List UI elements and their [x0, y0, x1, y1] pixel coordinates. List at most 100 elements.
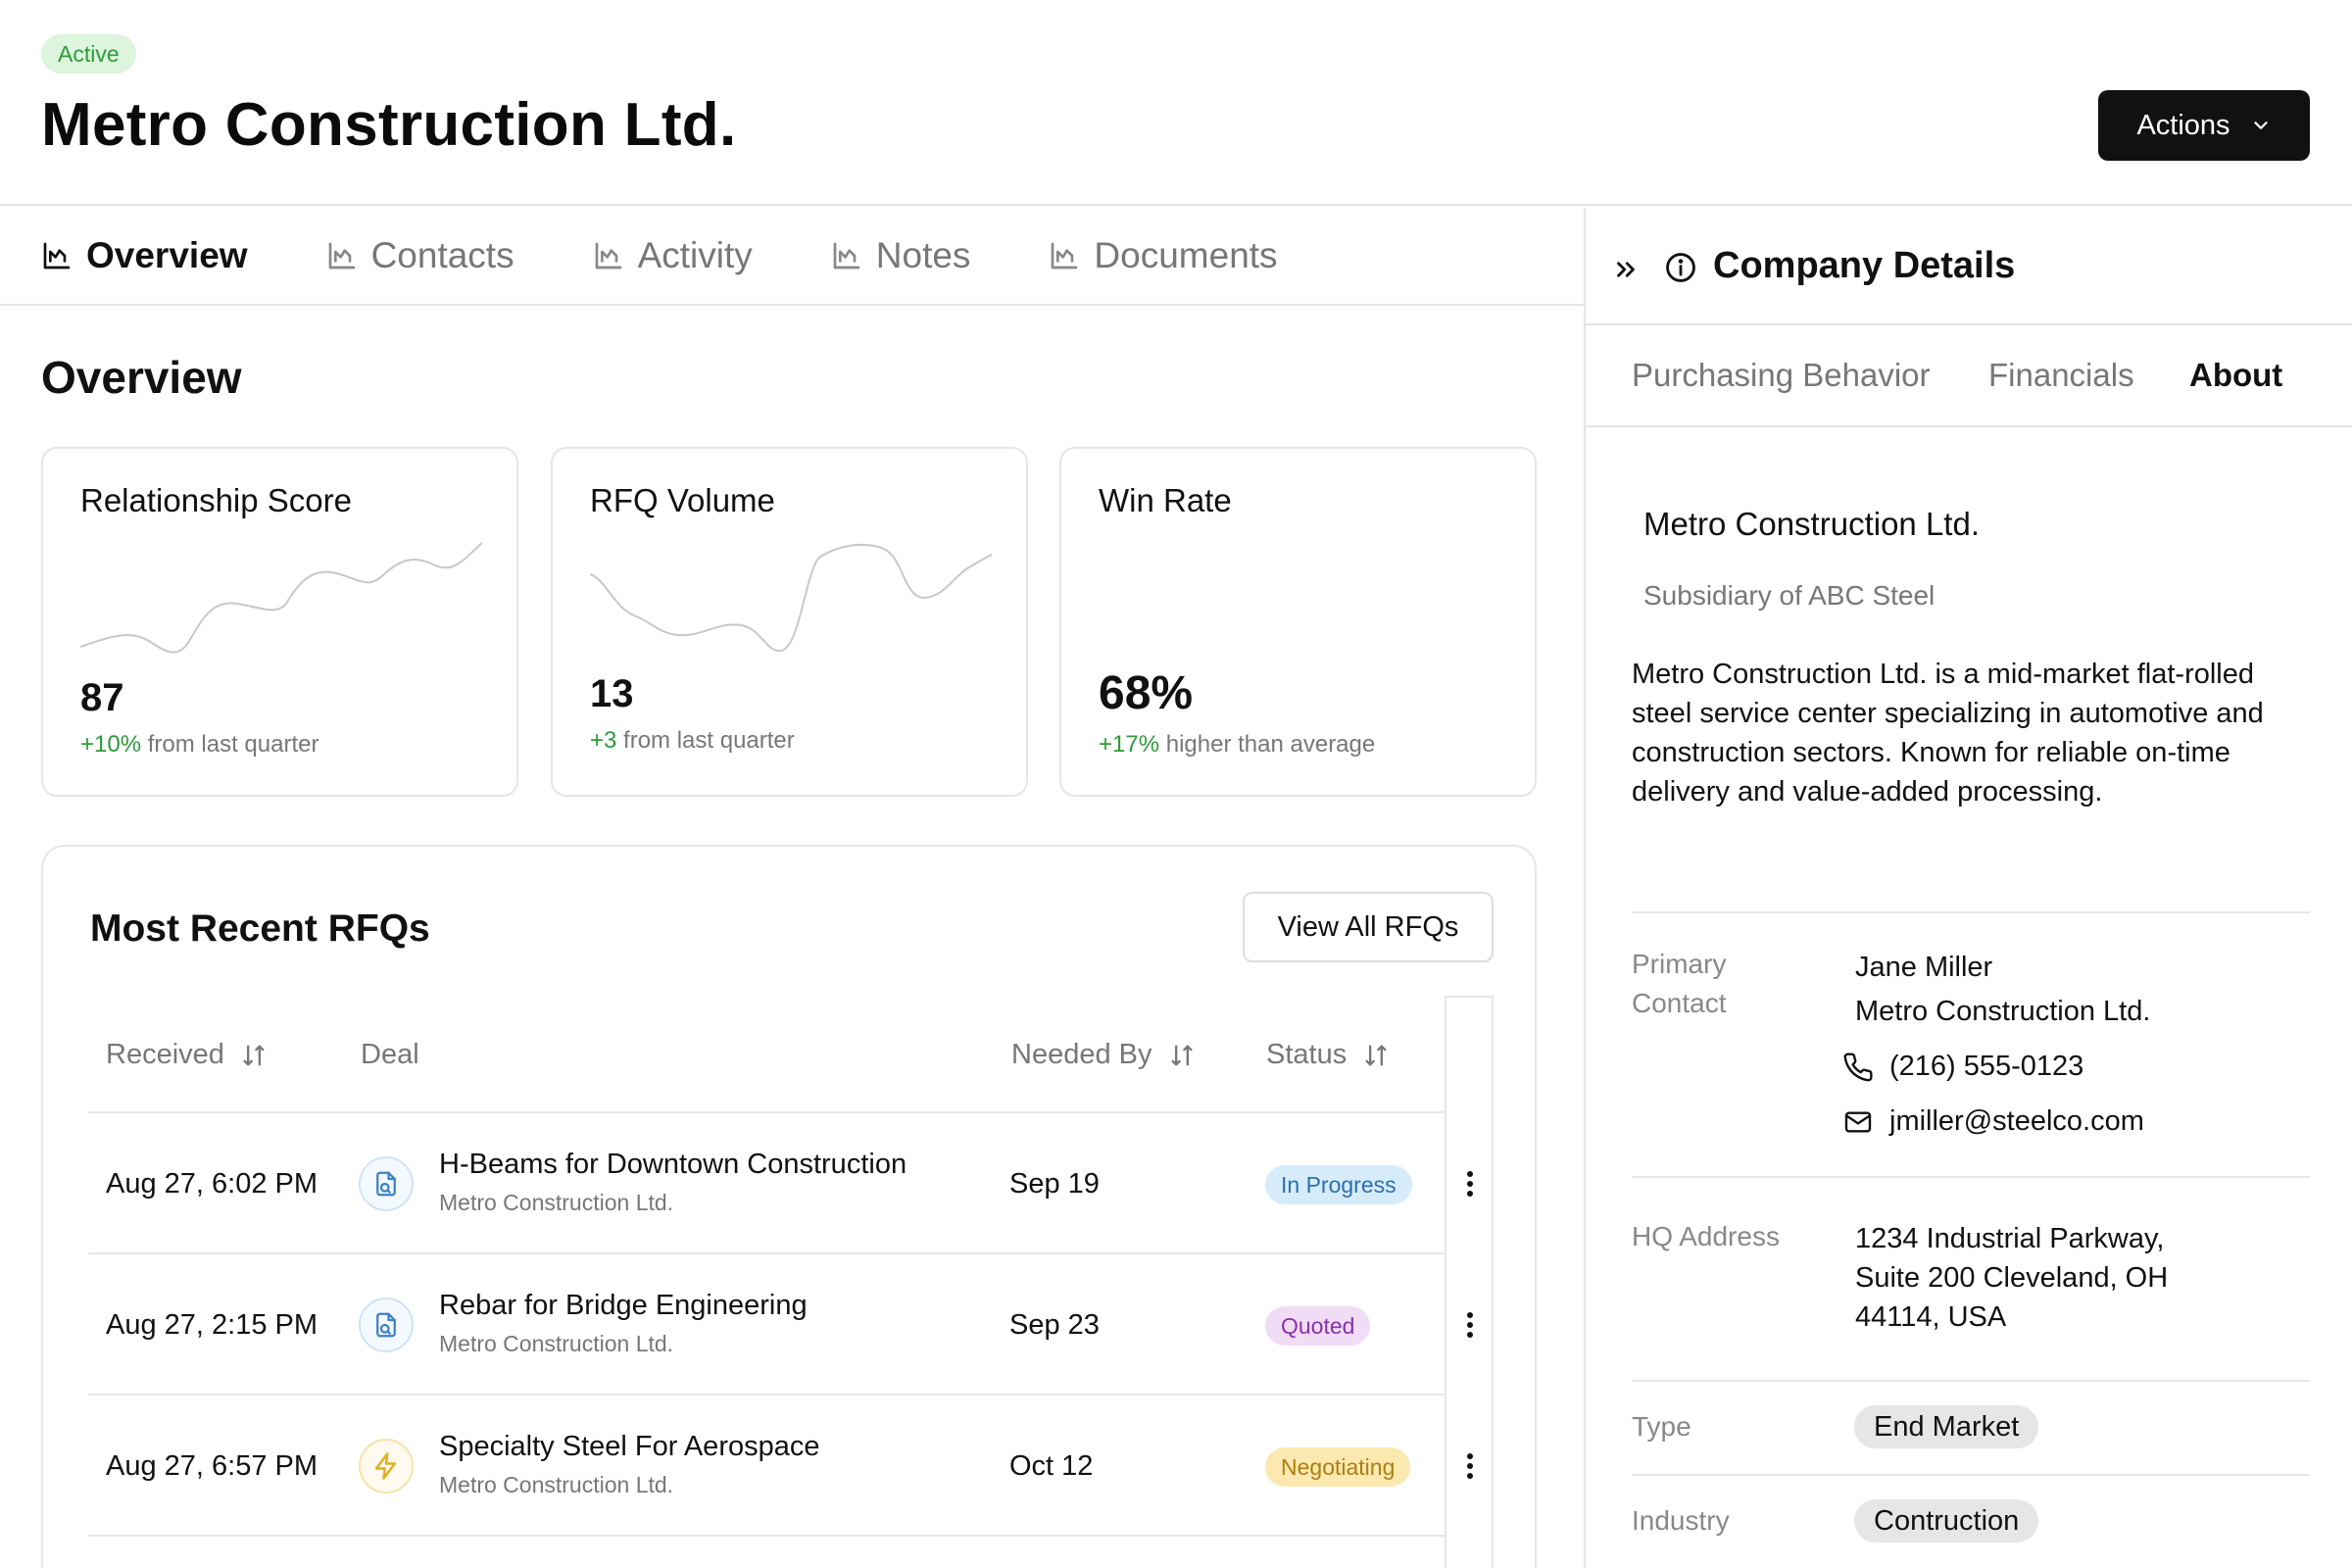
tab-label: Overview [86, 235, 248, 275]
needed-by-cell: Sep 23 [1009, 1309, 1100, 1341]
column-header-deal: Deal [361, 1039, 419, 1071]
sort-icon [243, 1045, 265, 1065]
table-divider [88, 1111, 1446, 1113]
panel-title: Company Details [1713, 245, 2016, 286]
deal-title[interactable]: Rebar for Bridge Engineering [439, 1290, 808, 1321]
deal-title[interactable]: Specialty Steel For Aerospace [439, 1431, 820, 1462]
more-vertical-icon [1467, 1171, 1473, 1197]
chart-icon [328, 242, 355, 270]
panel-divider [1584, 208, 1586, 1568]
tab-about[interactable]: About [2189, 357, 2283, 393]
metric-card-rfq-volume: RFQ Volume 13 +3 from last quarter [551, 447, 1028, 797]
mail-icon [1844, 1110, 1872, 1133]
deal-type-badge [359, 1439, 414, 1494]
chevron-down-icon [2253, 122, 2268, 129]
chart-icon [1052, 242, 1078, 270]
table-divider [88, 1394, 1446, 1396]
sparkline [80, 542, 482, 654]
metric-value: 87 [80, 676, 124, 719]
tab-label: Notes [875, 235, 971, 275]
table-divider [88, 1535, 1446, 1537]
label-line: Primary [1632, 949, 1727, 979]
document-icon [376, 1312, 396, 1338]
type-label: Type [1632, 1411, 1691, 1442]
deal-company: Metro Construction Ltd. [439, 1331, 674, 1356]
industry-label: Industry [1632, 1505, 1730, 1536]
deal-type-badge [359, 1298, 414, 1352]
view-all-rfqs-button[interactable]: View All RFQs [1243, 892, 1494, 962]
contact-name: Jane Miller [1855, 952, 1993, 983]
metric-card-win-rate: Win Rate 68% +17% higher than average [1059, 447, 1537, 797]
status-badge: Active [41, 34, 136, 74]
metric-change: +17% higher than average [1099, 731, 1375, 759]
type-chip: End Market [1854, 1405, 2039, 1448]
table-row[interactable]: Aug 27, 6:02 PM H-Beams for Downtown Con… [43, 1113, 1473, 1254]
contact-phone[interactable]: (216) 555-0123 [1842, 1051, 2083, 1083]
chart-icon [595, 242, 621, 270]
metric-change: +3 from last quarter [590, 727, 795, 755]
actions-button[interactable]: Actions [2098, 90, 2310, 161]
page-title: Metro Construction Ltd. [41, 91, 737, 159]
metric-label: RFQ Volume [590, 482, 775, 518]
metric-label: Win Rate [1099, 482, 1232, 518]
email-address: jmiller@steelco.com [1889, 1105, 2144, 1137]
row-menu-button[interactable] [1450, 1446, 1490, 1486]
metric-change: +10% from last quarter [80, 731, 318, 759]
section-divider [1632, 1474, 2310, 1476]
metric-card-relationship-score: Relationship Score 87 +10% from last qua… [41, 447, 518, 797]
tab-label: Documents [1094, 235, 1278, 275]
status-badge: In Progress [1265, 1165, 1412, 1204]
about-company-name: Metro Construction Ltd. [1643, 506, 1980, 542]
overview-title: Overview [41, 352, 242, 403]
metric-change-text: from last quarter [147, 731, 319, 758]
lightning-icon [374, 1452, 396, 1480]
tab-activity[interactable]: Activity [593, 235, 753, 276]
more-vertical-icon [1467, 1453, 1473, 1479]
metric-change-delta: +10% [80, 731, 142, 758]
status-badge: Negotiating [1265, 1447, 1411, 1487]
collapse-panel-button[interactable] [1609, 253, 1642, 286]
metric-value: 68% [1099, 667, 1194, 719]
tab-financials[interactable]: Financials [1988, 357, 2134, 393]
tab-documents[interactable]: Documents [1049, 235, 1278, 276]
rfqs-title: Most Recent RFQs [90, 907, 430, 950]
row-menu-button[interactable] [1450, 1164, 1490, 1203]
section-divider [1632, 1380, 2310, 1382]
tab-purchasing-behavior[interactable]: Purchasing Behavior [1632, 357, 1931, 393]
row-menu-button[interactable] [1450, 1305, 1490, 1345]
sort-icon [1365, 1045, 1387, 1065]
metric-label: Relationship Score [80, 482, 352, 518]
phone-number: (216) 555-0123 [1889, 1051, 2084, 1082]
column-header-status[interactable]: Status [1266, 1039, 1390, 1071]
needed-by-cell: Oct 12 [1009, 1450, 1094, 1482]
deal-title[interactable]: H-Beams for Downtown Construction [439, 1149, 907, 1180]
tab-overview[interactable]: Overview [41, 235, 248, 276]
metric-change-delta: +17% [1099, 731, 1160, 758]
document-icon [376, 1171, 396, 1197]
hq-address-line: 1234 Industrial Parkway, [1855, 1223, 2165, 1254]
more-vertical-icon [1467, 1312, 1473, 1338]
table-row[interactable]: Aug 27, 2:15 PM Rebar for Bridge Enginee… [43, 1254, 1473, 1396]
received-cell: Aug 27, 2:15 PM [106, 1309, 318, 1341]
column-header-needed-by[interactable]: Needed By [1011, 1039, 1196, 1071]
phone-icon [1843, 1052, 1873, 1081]
section-divider [1632, 1176, 2310, 1178]
tab-contacts[interactable]: Contacts [326, 235, 514, 276]
chart-icon [833, 242, 860, 270]
table-divider [88, 1252, 1446, 1254]
needed-by-cell: Sep 19 [1009, 1168, 1100, 1200]
column-label: Deal [361, 1039, 419, 1070]
about-description: Metro Construction Ltd. is a mid-market … [1632, 659, 2264, 808]
info-icon [1666, 253, 1695, 282]
contact-company: Metro Construction Ltd. [1855, 996, 2151, 1027]
actions-label: Actions [2136, 109, 2230, 141]
hq-address-line: Suite 200 Cleveland, OH [1855, 1262, 2169, 1294]
table-row[interactable]: Aug 27, 6:57 PM Specialty Steel For Aero… [43, 1396, 1473, 1537]
deal-type-badge [359, 1156, 414, 1211]
row-actions-column [1445, 996, 1494, 1568]
deal-company: Metro Construction Ltd. [439, 1472, 674, 1497]
main-tabs: Overview Contacts Activity Notes Documen… [0, 208, 1584, 306]
column-header-received[interactable]: Received [106, 1039, 268, 1071]
contact-email[interactable]: jmiller@steelco.com [1842, 1105, 2144, 1138]
tab-notes[interactable]: Notes [831, 235, 971, 276]
